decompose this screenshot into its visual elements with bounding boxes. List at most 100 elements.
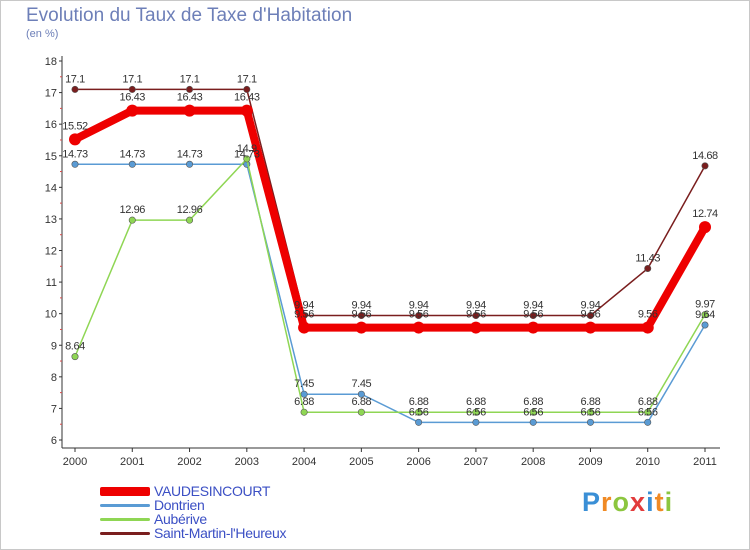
logo-letter: o <box>612 487 631 517</box>
data-label: 9.56 <box>294 309 314 321</box>
data-point <box>701 162 709 170</box>
series-line <box>71 106 709 332</box>
series-line <box>74 163 706 424</box>
data-point <box>415 418 423 426</box>
y-tick-label: 17 <box>45 88 57 100</box>
data-label: 6.88 <box>294 396 314 408</box>
data-label: 9.97 <box>695 299 715 311</box>
y-tick-label: 8 <box>51 372 57 384</box>
data-label: 9.94 <box>466 300 486 312</box>
data-label: 17.1 <box>65 73 85 85</box>
data-point <box>126 104 139 117</box>
x-tick-label: 2003 <box>235 456 259 468</box>
data-label: 6.88 <box>409 396 429 408</box>
data-label: 6.56 <box>409 406 429 418</box>
data-label: 6.56 <box>638 406 658 418</box>
data-label: 6.56 <box>466 406 486 418</box>
data-label: 8.64 <box>65 341 85 353</box>
data-point <box>472 312 480 320</box>
data-label: 17.1 <box>180 73 200 85</box>
data-label: 16.43 <box>177 92 203 104</box>
data-point <box>415 312 423 320</box>
data-point <box>128 216 136 224</box>
legend-swatch <box>100 503 150 507</box>
proxiti-logo: Proxiti <box>582 487 673 518</box>
data-point <box>186 160 194 168</box>
data-point <box>472 408 480 416</box>
data-label: 9.56 <box>638 309 658 321</box>
data-point <box>641 321 654 334</box>
data-point <box>472 418 480 426</box>
data-point <box>71 85 79 93</box>
data-point <box>644 265 652 273</box>
x-tick-label: 2005 <box>349 456 373 468</box>
x-tick-label: 2009 <box>578 456 602 468</box>
data-point <box>243 85 251 93</box>
data-label: 6.88 <box>638 396 658 408</box>
data-point <box>699 221 711 234</box>
data-point <box>529 312 537 320</box>
data-point <box>183 104 196 117</box>
y-tick-label: 16 <box>45 119 57 131</box>
data-point <box>529 418 537 426</box>
legend-label: Dontrien <box>154 497 205 513</box>
data-point <box>128 85 136 93</box>
y-tick-label: 10 <box>45 309 57 321</box>
data-point <box>415 408 423 416</box>
data-point <box>357 312 365 320</box>
data-label: 14.73 <box>234 148 260 160</box>
x-tick-label: 2004 <box>292 456 316 468</box>
y-tick-label: 14 <box>45 182 57 194</box>
data-point <box>527 321 540 334</box>
data-label: 12.96 <box>177 204 203 216</box>
legend-item-dontrien: Dontrien <box>100 497 286 513</box>
series-line <box>74 88 706 317</box>
data-point <box>240 104 253 117</box>
data-label: 12.74 <box>692 208 718 220</box>
data-point <box>355 321 368 334</box>
data-point <box>469 321 482 334</box>
chart-series <box>69 85 711 426</box>
data-point <box>69 133 81 146</box>
data-point <box>529 408 537 416</box>
data-point <box>128 160 136 168</box>
data-label: 9.56 <box>351 309 371 321</box>
data-label: 14.73 <box>62 148 88 160</box>
legend-item-vaudesincourt: VAUDESINCOURT <box>100 483 286 499</box>
legend-item-auberive: Aubérive <box>100 511 286 527</box>
chart-unit: (en %) <box>26 28 59 40</box>
data-label: 6.88 <box>523 396 543 408</box>
data-label: 14.9 <box>237 143 257 155</box>
series-aub-rive <box>71 155 709 416</box>
legend-swatch <box>100 486 150 496</box>
data-label: 11.43 <box>635 253 660 265</box>
data-point <box>300 390 308 398</box>
legend-swatch <box>100 531 150 535</box>
logo-letter: P <box>582 487 602 517</box>
data-label: 9.56 <box>523 309 543 321</box>
chart-legend: VAUDESINCOURT Dontrien Aubérive Saint-Ma… <box>100 483 287 541</box>
series-vaudesincourt <box>69 104 711 334</box>
data-point <box>584 321 597 334</box>
legend-label: Saint-Martin-l'Heureux <box>154 525 287 541</box>
data-label: 6.56 <box>523 406 543 418</box>
y-tick-label: 13 <box>45 214 57 226</box>
y-tick-label: 9 <box>51 340 57 352</box>
data-point <box>701 311 709 319</box>
x-tick-label: 2000 <box>63 456 87 468</box>
data-point <box>186 216 194 224</box>
chart-axes: 6 7 8 9 10 11 12 13 14 15 16 17 18 2000 2001 2002 2003 20… <box>45 56 720 468</box>
legend-label: Aubérive <box>154 511 207 527</box>
data-label: 15.52 <box>62 120 88 132</box>
data-point <box>586 312 594 320</box>
logo-letter: i <box>664 487 674 517</box>
data-label: 7.45 <box>294 378 314 390</box>
legend-item-saint-martin: Saint-Martin-l'Heureux <box>100 525 287 541</box>
data-point <box>357 390 365 398</box>
x-tick-label: 2002 <box>177 456 201 468</box>
data-point <box>357 408 365 416</box>
data-label: 9.56 <box>409 309 429 321</box>
data-label: 14.68 <box>692 150 718 162</box>
data-label: 9.56 <box>466 309 486 321</box>
data-point <box>186 85 194 93</box>
